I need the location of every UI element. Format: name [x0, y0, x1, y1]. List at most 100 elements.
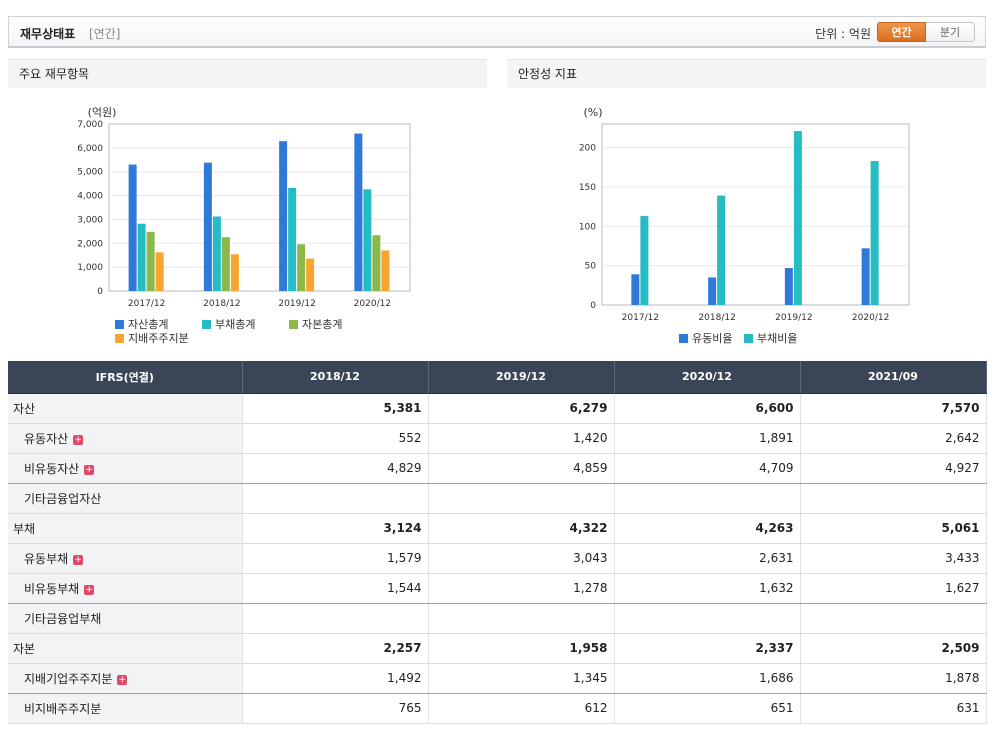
- y-tick-label: 2,000: [77, 239, 103, 249]
- y-tick-label: 7,000: [77, 120, 103, 130]
- statement-title: 재무상태표: [20, 27, 76, 41]
- row-value: 1,278: [428, 573, 615, 604]
- row-value: 1,544: [242, 573, 429, 604]
- legend-swatch: [679, 334, 688, 343]
- header-col-4: 2021/09: [800, 361, 987, 394]
- row-value: 1,878: [800, 663, 987, 694]
- row-value: 631: [800, 693, 987, 724]
- y-tick-label: 200: [579, 144, 596, 154]
- row-value: 4,263: [614, 513, 801, 544]
- row-label-text: 비유동부채: [24, 581, 80, 596]
- bar: [137, 223, 146, 291]
- key-items-chart: (억원) 0 1,000 2,000 3,000 4,000 5,000 6,000 7,000…: [77, 106, 411, 345]
- bar: [708, 277, 717, 305]
- row-value: 5,381: [242, 393, 429, 424]
- bar: [306, 258, 315, 291]
- bar: [128, 164, 137, 291]
- expand-icon[interactable]: +: [73, 554, 84, 565]
- row-value: 2,337: [614, 633, 801, 664]
- row-value: 4,927: [800, 453, 987, 484]
- y-tick-label: 100: [579, 222, 596, 232]
- row-value: [800, 603, 987, 634]
- plot-area: [601, 123, 910, 306]
- stability-title: 안정성 지표: [507, 59, 986, 88]
- row-value: 3,043: [428, 543, 615, 574]
- table-header-row: IFRS(연결) 2018/12 2019/12 2020/12 2021/09: [8, 361, 987, 394]
- balance-sheet-table: IFRS(연결) 2018/12 2019/12 2020/12 2021/09…: [8, 361, 987, 724]
- header-col-3: 2020/12: [614, 361, 801, 394]
- row-value: 4,859: [428, 453, 615, 484]
- row-value: 1,958: [428, 633, 615, 664]
- header-basis: IFRS(연결): [8, 361, 243, 394]
- row-label[interactable]: 지배기업주주지분 +: [8, 663, 243, 694]
- expand-icon[interactable]: +: [73, 434, 84, 445]
- header-col-2: 2019/12: [428, 361, 615, 394]
- row-value: 3,433: [800, 543, 987, 574]
- y-unit-label: (%): [583, 106, 602, 119]
- y-tick-label: 0: [590, 301, 596, 311]
- bar: [279, 141, 288, 291]
- bar: [870, 160, 879, 305]
- bar: [212, 216, 221, 291]
- row-value: 2,642: [800, 423, 987, 454]
- legend-label: 유동비율: [692, 332, 732, 345]
- table-row: 유동부채 +1,579 3,043 2,631 3,433: [8, 543, 987, 574]
- bar: [640, 216, 649, 305]
- x-tick-label: 2018/12: [698, 313, 735, 323]
- table-row: 자산 5,381 6,279 6,600 7,570: [8, 393, 987, 424]
- row-label: 기타금융업자산: [8, 483, 243, 514]
- quarterly-button[interactable]: 분기: [926, 22, 975, 42]
- y-tick-label: 4,000: [77, 192, 103, 202]
- row-value: 1,686: [614, 663, 801, 694]
- row-value: 552: [242, 423, 429, 454]
- row-value: 1,579: [242, 543, 429, 574]
- row-label-text: 부채: [13, 521, 36, 536]
- x-tick-label: 2020/12: [354, 299, 391, 309]
- row-label-text: 기타금융업자산: [24, 491, 102, 506]
- row-label: 기타금융업부채: [8, 603, 243, 634]
- legend-label: 자산총계: [128, 318, 168, 331]
- row-label[interactable]: 유동부채 +: [8, 543, 243, 574]
- row-label[interactable]: 비유동부채 +: [8, 573, 243, 604]
- unit-label: 단위 : 억원: [815, 27, 871, 41]
- expand-icon[interactable]: +: [117, 674, 128, 685]
- x-tick-label: 2019/12: [775, 313, 812, 323]
- row-value: 6,279: [428, 393, 615, 424]
- legend-swatch: [289, 320, 298, 329]
- row-label-text: 지배기업주주지분: [24, 671, 113, 686]
- stability-panel: 안정성 지표 (%) 0 50 100 150 200 2017/12 2018/12 2019…: [507, 59, 986, 357]
- bar: [203, 162, 212, 291]
- expand-icon[interactable]: +: [84, 584, 95, 595]
- stability-chart: (%) 0 50 100 150 200 2017/12 2018/12 2019/12 2020…: [579, 106, 910, 345]
- row-value: 7,570: [800, 393, 987, 424]
- row-value: 765: [242, 693, 429, 724]
- row-label[interactable]: 유동자산 +: [8, 423, 243, 454]
- annual-button[interactable]: 연간: [877, 22, 926, 42]
- bar: [155, 252, 164, 291]
- table-row: 유동자산 +552 1,420 1,891 2,642: [8, 423, 987, 454]
- x-tick-label: 2020/12: [852, 313, 889, 323]
- bar: [631, 274, 640, 305]
- key-items-title: 주요 재무항목: [8, 59, 487, 88]
- expand-icon[interactable]: +: [84, 464, 95, 475]
- bar: [297, 244, 306, 291]
- bar: [861, 248, 870, 305]
- table-row: 기타금융업부채: [8, 603, 987, 634]
- x-tick-label: 2019/12: [278, 299, 315, 309]
- table-row: 부채 3,124 4,322 4,263 5,061: [8, 513, 987, 544]
- row-label-text: 유동자산: [24, 431, 69, 446]
- row-value: 3,124: [242, 513, 429, 544]
- row-value: 4,322: [428, 513, 615, 544]
- period-label: [연간]: [89, 27, 121, 41]
- row-value: 2,509: [800, 633, 987, 664]
- row-value: [614, 603, 801, 634]
- bar: [784, 268, 793, 305]
- row-value: 5,061: [800, 513, 987, 544]
- row-label[interactable]: 비유동자산 +: [8, 453, 243, 484]
- row-label-text: 비유동자산: [24, 461, 80, 476]
- row-value: 651: [614, 693, 801, 724]
- bar: [363, 189, 372, 291]
- row-value: 6,600: [614, 393, 801, 424]
- row-label-text: 기타금융업부채: [24, 611, 102, 626]
- y-tick-label: 0: [97, 287, 103, 297]
